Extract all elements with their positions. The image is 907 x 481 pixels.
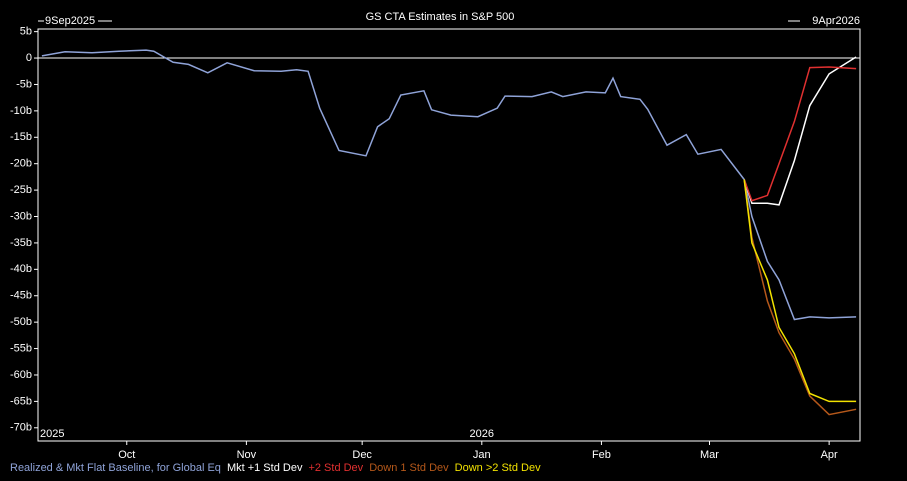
y-tick-label: -65b bbox=[10, 395, 32, 407]
x-tick-label: Jan bbox=[473, 449, 491, 461]
end-date-label: 9Apr2026 bbox=[812, 15, 860, 27]
plot-frame bbox=[37, 28, 861, 442]
x-tick-label: Feb bbox=[592, 449, 611, 461]
y-tick-label: -15b bbox=[10, 131, 32, 143]
x-tick-label: Nov bbox=[237, 449, 257, 461]
y-tick-label: -10b bbox=[10, 105, 32, 117]
y-tick-label: 5b bbox=[20, 26, 32, 38]
legend-entry: Mkt +1 Std Dev bbox=[227, 462, 303, 474]
y-tick-label: -25b bbox=[10, 184, 32, 196]
y-tick-label: -5b bbox=[16, 78, 32, 90]
legend-entry: Down >2 Std Dev bbox=[455, 462, 541, 474]
series-line bbox=[743, 179, 857, 403]
y-tick-label: -70b bbox=[10, 422, 32, 434]
x-tick-label: Apr bbox=[821, 449, 838, 461]
y-tick-label: -30b bbox=[10, 210, 32, 222]
series-line bbox=[743, 66, 857, 202]
y-tick-label: -20b bbox=[10, 158, 32, 170]
y-tick-label: -60b bbox=[10, 369, 32, 381]
year-label: 2026 bbox=[470, 428, 494, 440]
y-tick-label: -45b bbox=[10, 290, 32, 302]
y-tick-label: -50b bbox=[10, 316, 32, 328]
y-tick-label: -55b bbox=[10, 342, 32, 354]
y-tick-label: -40b bbox=[10, 263, 32, 275]
series-line bbox=[743, 56, 857, 206]
x-tick-label: Dec bbox=[352, 449, 372, 461]
x-tick-label: Oct bbox=[118, 449, 135, 461]
legend-entry: Down 1 Std Dev bbox=[369, 462, 449, 474]
legend-entry: +2 Std Dev bbox=[308, 462, 363, 474]
x-tick-label: Mar bbox=[700, 449, 719, 461]
y-tick-label: -35b bbox=[10, 237, 32, 249]
year-label: 2025 bbox=[40, 428, 64, 440]
y-tick-label: 0 bbox=[26, 52, 32, 64]
chart-title: GS CTA Estimates in S&P 500 bbox=[366, 11, 515, 23]
legend-entry: Realized & Mkt Flat Baseline, for Global… bbox=[10, 462, 221, 474]
start-date-label: 9Sep2025 bbox=[45, 15, 95, 27]
series-line bbox=[41, 49, 857, 321]
